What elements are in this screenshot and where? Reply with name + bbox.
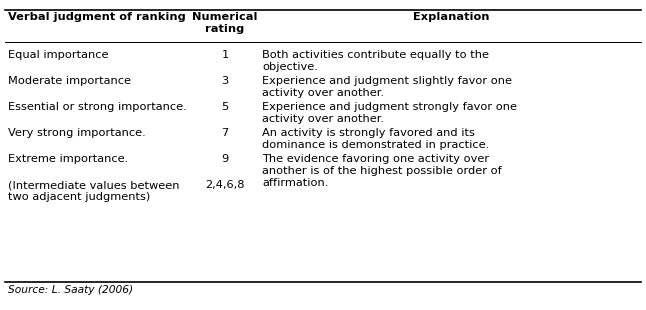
Text: 5: 5 xyxy=(222,102,229,112)
Text: 7: 7 xyxy=(222,128,229,138)
Text: 2,4,6,8: 2,4,6,8 xyxy=(205,180,245,190)
Text: Experience and judgment strongly favor one
activity over another.: Experience and judgment strongly favor o… xyxy=(262,102,517,124)
Text: Extreme importance.: Extreme importance. xyxy=(8,154,129,164)
Text: Explanation: Explanation xyxy=(413,12,490,22)
Text: 1: 1 xyxy=(222,50,229,60)
Text: Equal importance: Equal importance xyxy=(8,50,109,60)
Text: Very strong importance.: Very strong importance. xyxy=(8,128,146,138)
Text: Source: L. Saaty (2006): Source: L. Saaty (2006) xyxy=(8,285,133,295)
Text: The evidence favoring one activity over
another is of the highest possible order: The evidence favoring one activity over … xyxy=(262,154,502,188)
Text: 9: 9 xyxy=(222,154,229,164)
Text: Verbal judgment of ranking: Verbal judgment of ranking xyxy=(8,12,186,22)
Text: 3: 3 xyxy=(222,76,229,86)
Text: Essential or strong importance.: Essential or strong importance. xyxy=(8,102,187,112)
Text: Both activities contribute equally to the
objective.: Both activities contribute equally to th… xyxy=(262,50,489,72)
Text: Numerical
rating: Numerical rating xyxy=(193,12,258,33)
Text: An activity is strongly favored and its
dominance is demonstrated in practice.: An activity is strongly favored and its … xyxy=(262,128,489,150)
Text: Moderate importance: Moderate importance xyxy=(8,76,131,86)
Text: Experience and judgment slightly favor one
activity over another.: Experience and judgment slightly favor o… xyxy=(262,76,512,98)
Text: (Intermediate values between
two adjacent judgments): (Intermediate values between two adjacen… xyxy=(8,180,180,202)
